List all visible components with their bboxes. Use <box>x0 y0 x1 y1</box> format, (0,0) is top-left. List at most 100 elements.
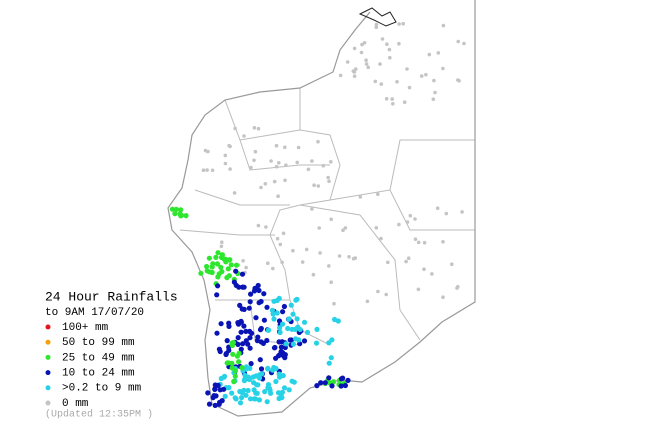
station-dot <box>285 325 291 332</box>
station-dot <box>294 316 300 322</box>
station-dot <box>220 240 224 244</box>
station-dot <box>301 338 308 344</box>
station-dot <box>177 211 183 217</box>
station-dot <box>450 262 454 267</box>
station-dot <box>401 21 406 26</box>
station-dot <box>230 351 236 357</box>
station-dot <box>366 65 371 70</box>
station-dot <box>252 126 257 130</box>
station-dot <box>338 73 343 78</box>
station-dot <box>332 301 336 306</box>
station-dot <box>240 341 246 347</box>
station-dot <box>408 213 413 218</box>
station-dot <box>405 67 409 71</box>
station-dot <box>262 389 268 395</box>
station-dot <box>214 261 220 267</box>
station-dot <box>462 41 466 46</box>
station-dot <box>292 326 298 332</box>
station-dot <box>376 192 380 196</box>
station-dot <box>397 41 401 46</box>
station-dot <box>223 153 228 158</box>
station-dot <box>283 145 287 150</box>
station-dot <box>237 302 243 308</box>
station-dot <box>329 160 333 164</box>
station-dot <box>405 220 410 224</box>
station-dot <box>379 82 384 86</box>
station-dot <box>269 307 275 313</box>
station-dot <box>241 259 245 263</box>
station-dot <box>407 85 412 90</box>
station-dot <box>253 149 258 154</box>
station-dot <box>249 330 255 336</box>
station-dot <box>277 325 283 331</box>
station-dot <box>374 25 379 30</box>
legend-swatch <box>45 385 51 391</box>
station-dot <box>441 295 445 300</box>
station-dot <box>241 323 247 329</box>
station-dot <box>416 240 421 245</box>
station-dot <box>249 165 253 170</box>
station-dot <box>250 374 256 380</box>
station-dot <box>247 396 254 402</box>
station-dot <box>235 335 241 341</box>
station-dot <box>457 79 461 83</box>
station-dot <box>284 163 288 167</box>
station-dot <box>222 393 228 399</box>
station-dot <box>395 80 399 84</box>
station-dot <box>215 283 221 289</box>
station-dot <box>236 284 242 290</box>
station-dot <box>204 263 210 270</box>
station-dot <box>416 287 421 292</box>
station-dot <box>359 50 364 55</box>
station-dot <box>169 206 175 212</box>
station-dot <box>281 385 288 391</box>
station-dot <box>278 344 284 350</box>
station-dot <box>224 360 230 366</box>
station-dot <box>337 254 342 258</box>
station-dot <box>238 318 244 324</box>
station-dot <box>312 183 316 187</box>
legend-swatch <box>45 324 51 330</box>
station-dot <box>460 210 464 214</box>
station-dot <box>329 337 335 343</box>
station-dot <box>271 316 277 322</box>
station-dot <box>329 217 334 222</box>
station-dot <box>245 387 251 394</box>
station-dot <box>273 378 279 385</box>
station-dot <box>329 383 335 389</box>
station-dot <box>269 159 273 163</box>
station-dot <box>261 291 267 297</box>
station-dot <box>246 305 252 311</box>
station-dot <box>239 271 246 277</box>
station-dot <box>236 359 242 365</box>
station-dot <box>345 60 350 64</box>
station-dot <box>384 292 389 297</box>
station-dot <box>352 70 357 74</box>
station-dot <box>419 74 424 78</box>
station-dot <box>255 382 261 388</box>
station-dot <box>219 244 224 249</box>
station-dot <box>223 351 229 358</box>
station-dot <box>240 284 246 290</box>
station-dot <box>212 386 218 392</box>
station-dot <box>231 279 237 285</box>
legend-swatch <box>45 370 51 376</box>
station-dot <box>352 46 357 51</box>
station-dot <box>276 194 280 198</box>
station-dot <box>422 240 427 245</box>
station-dot <box>290 341 296 347</box>
station-dot <box>436 51 441 55</box>
station-dot <box>278 242 283 247</box>
station-dot <box>229 340 235 346</box>
station-dot <box>225 266 231 272</box>
station-dot <box>390 97 395 101</box>
station-dot <box>277 329 283 336</box>
station-dot <box>217 387 223 393</box>
station-dot <box>244 265 248 270</box>
station-dot <box>259 185 263 190</box>
station-dot <box>227 143 231 148</box>
station-dot <box>226 347 232 353</box>
station-dot <box>345 377 351 383</box>
station-dot <box>243 328 249 334</box>
station-dot <box>388 55 392 60</box>
